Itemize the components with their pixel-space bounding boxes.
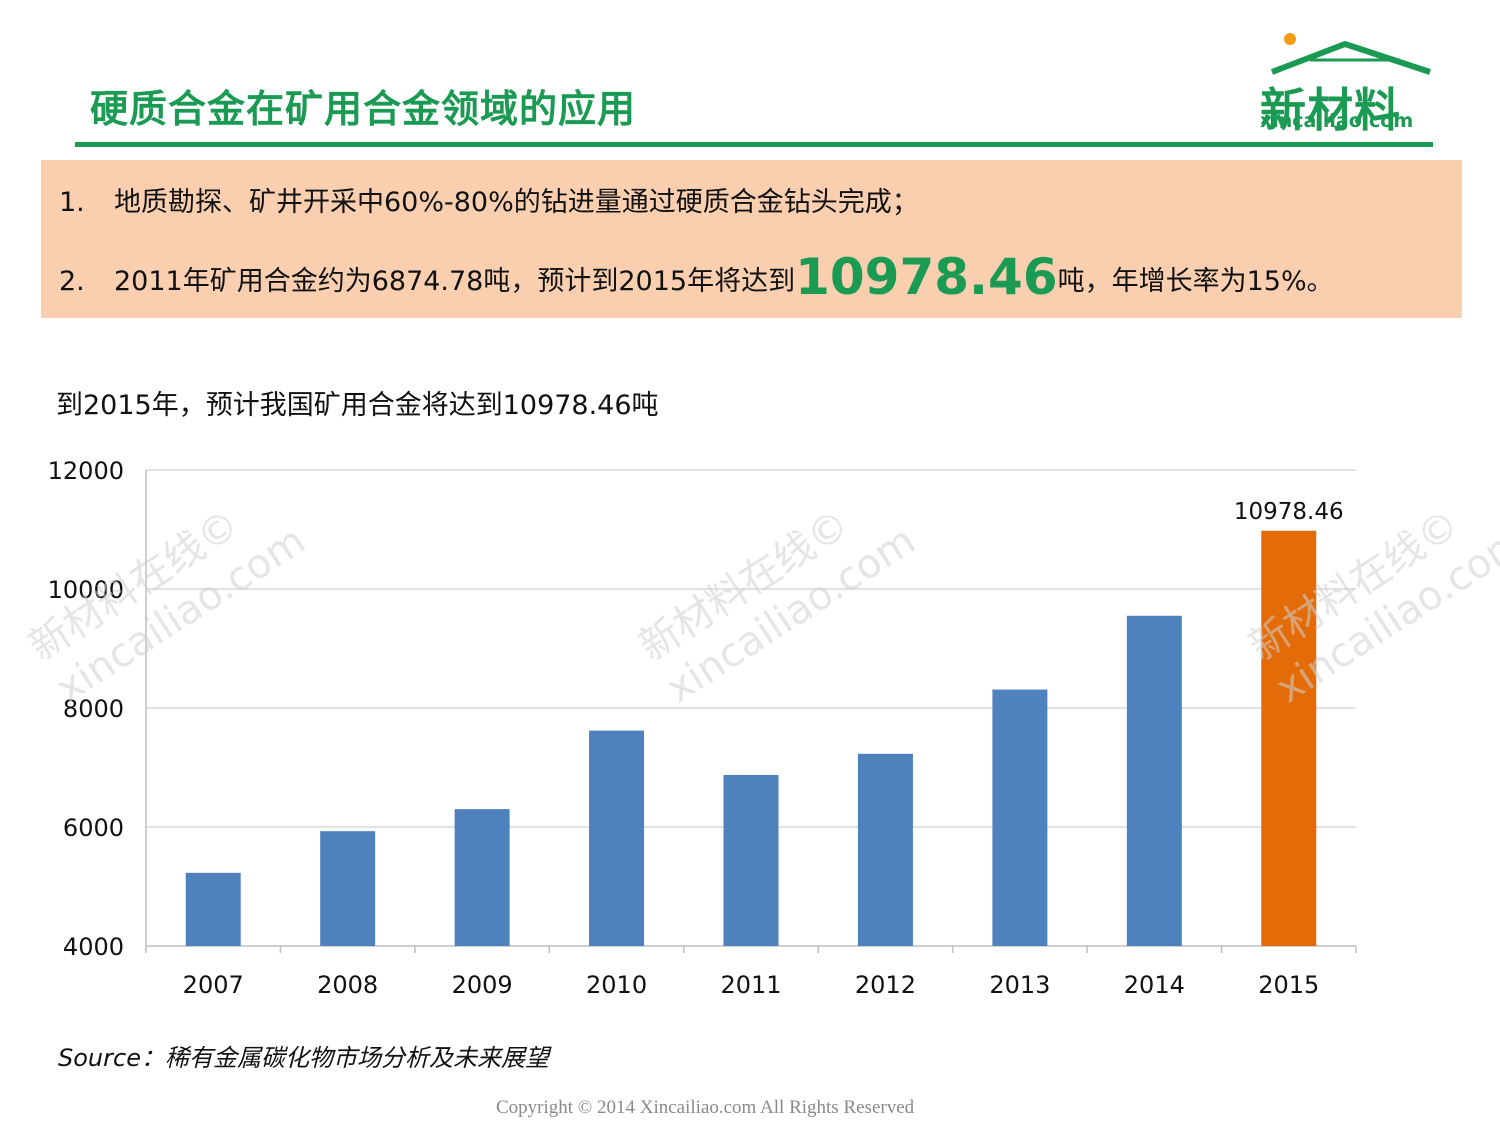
copyright-footer: Copyright © 2014 Xincailiao.com All Righ… <box>496 1097 915 1118</box>
logo-house-icon <box>1270 33 1431 75</box>
bar-2009 <box>454 809 510 946</box>
bar-chart: 4000 6000 8000 10000 12000 2007 2008 2009 2010 20… <box>48 457 1357 999</box>
y-tick-label: 10000 <box>48 576 124 604</box>
bar-2013 <box>992 689 1048 946</box>
y-tick-label: 12000 <box>48 457 124 485</box>
chart-caption: 到2015年，预计我国矿用合金将达到10978.46吨 <box>56 390 659 421</box>
y-tick-label: 8000 <box>63 695 124 723</box>
source-note: Source：稀有金属碳化物市场分析及未来展望 <box>58 1044 549 1072</box>
data-label: 10978.46 <box>1234 499 1344 525</box>
y-tick-label: 4000 <box>63 933 124 961</box>
bar-2008 <box>320 831 376 946</box>
x-tick-label: 2015 <box>1258 971 1319 999</box>
bar-2014 <box>1126 615 1182 946</box>
bar-2015 <box>1261 530 1317 946</box>
y-tick-label: 6000 <box>63 814 124 842</box>
x-tick-label: 2011 <box>720 971 781 999</box>
page-title: 硬质合金在矿用合金领域的应用 <box>90 87 637 131</box>
key-point-2-number: 2. <box>59 266 85 297</box>
bar-2010 <box>589 730 645 946</box>
key-point-2-highlight: 10978.46 <box>795 248 1058 306</box>
key-point-1: 1. 地质勘探、矿井开采中60%-80%的钻进量通过硬质合金钻头完成； <box>59 180 919 219</box>
bar-2012 <box>857 753 913 946</box>
logo-chinese-text: 新材料 <box>1260 83 1401 137</box>
bar-2011 <box>723 774 779 946</box>
x-tick-label: 2008 <box>317 971 378 999</box>
x-tick-label: 2012 <box>855 971 916 999</box>
key-point-1-number: 1. <box>59 187 85 218</box>
key-points-box: 1. 地质勘探、矿井开采中60%-80%的钻进量通过硬质合金钻头完成； 2. 201… <box>41 160 1462 318</box>
key-point-1-text: 地质勘探、矿井开采中60%-80%的钻进量通过硬质合金钻头完成； <box>114 187 919 218</box>
title-divider <box>75 142 1433 147</box>
x-tick-label: 2009 <box>452 971 513 999</box>
key-point-2-text-b: 吨，年增长率为15%。 <box>1057 266 1334 297</box>
logo: 新材料 xincailiao.com <box>1250 30 1440 137</box>
key-point-2: 2. 2011年矿用合金约为6874.78吨，预计到2015年将达到10978.4… <box>59 248 1334 306</box>
bar-2007 <box>185 872 241 946</box>
key-point-2-text-a: 2011年矿用合金约为6874.78吨，预计到2015年将达到 <box>114 266 796 297</box>
x-tick-label: 2010 <box>586 971 647 999</box>
x-tick-label: 2007 <box>183 971 244 999</box>
x-tick-label: 2014 <box>1124 971 1185 999</box>
logo-domain-text: xincailiao.com <box>1260 110 1414 132</box>
x-tick-label: 2013 <box>989 971 1050 999</box>
